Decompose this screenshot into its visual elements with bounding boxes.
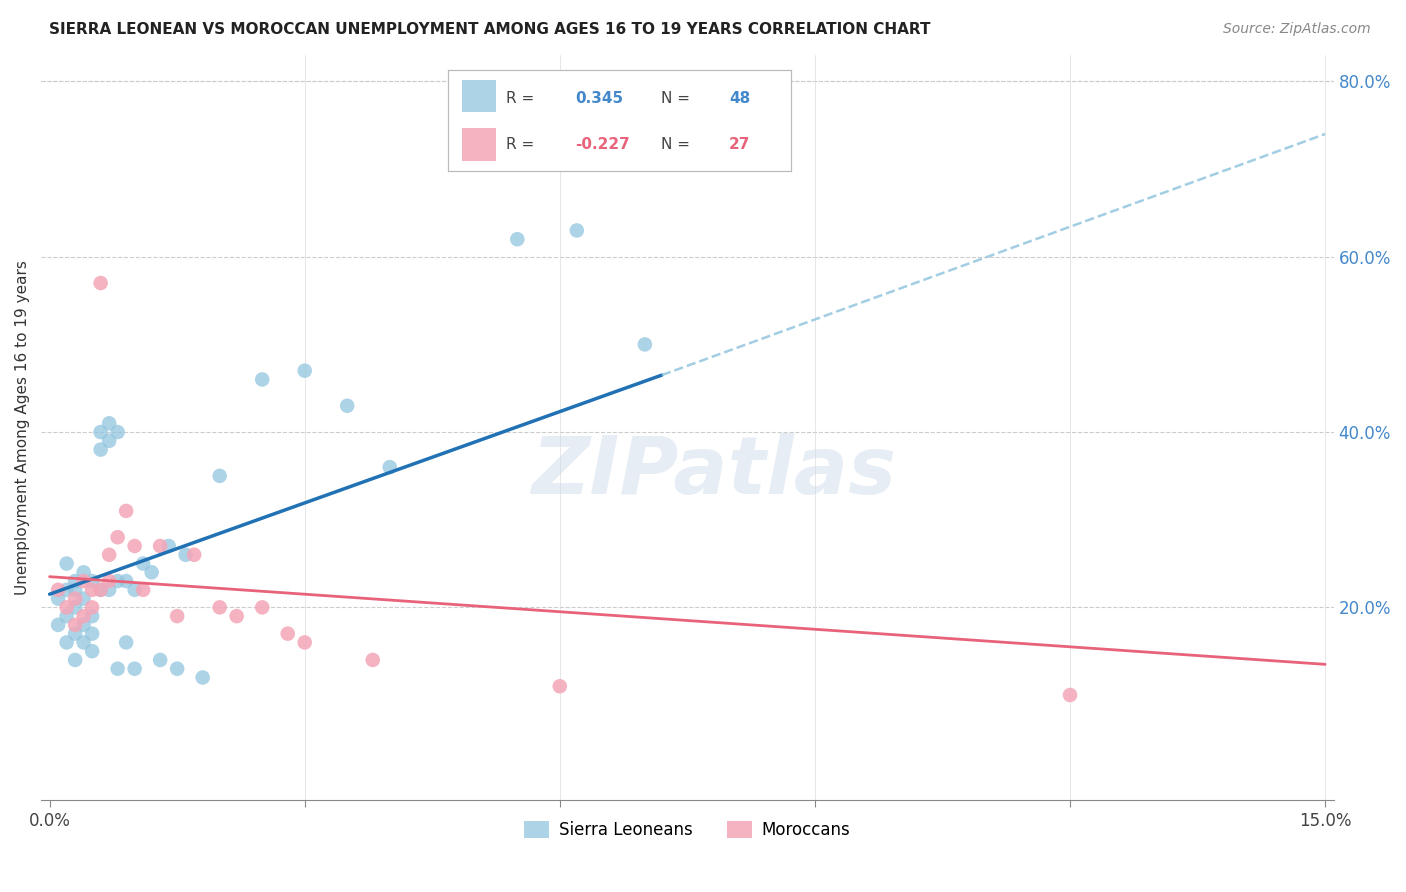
Point: [55, 600, 77, 615]
Point: [225, 609, 247, 624]
Text: Source: ZipAtlas.com: Source: ZipAtlas.com: [1223, 22, 1371, 37]
Point: [63, 653, 86, 667]
Point: [336, 399, 359, 413]
Point: [82, 609, 104, 624]
Point: [72, 566, 94, 580]
Point: [107, 425, 129, 439]
Point: [1059, 688, 1081, 702]
Point: [277, 626, 299, 640]
Y-axis label: Unemployment Among Ages 16 to 19 years: Unemployment Among Ages 16 to 19 years: [15, 260, 30, 595]
Point: [55, 557, 77, 571]
Point: [107, 530, 129, 544]
Point: [157, 539, 180, 553]
Point: [132, 557, 155, 571]
Point: [124, 539, 146, 553]
Point: [149, 539, 172, 553]
Point: [72, 618, 94, 632]
Point: [174, 548, 197, 562]
Point: [72, 609, 94, 624]
Point: [447, 145, 470, 159]
Point: [63, 591, 86, 606]
Point: [82, 644, 104, 658]
Point: [149, 653, 172, 667]
Point: [82, 626, 104, 640]
Point: [63, 574, 86, 588]
Point: [294, 364, 316, 378]
Point: [294, 635, 316, 649]
Point: [90, 276, 112, 290]
Point: [63, 582, 86, 597]
Point: [63, 618, 86, 632]
Point: [141, 566, 163, 580]
Point: [208, 468, 231, 483]
Point: [166, 609, 188, 624]
Point: [378, 460, 401, 475]
Point: [634, 337, 657, 351]
Point: [250, 600, 273, 615]
Point: [72, 635, 94, 649]
Point: [191, 671, 214, 685]
Point: [107, 662, 129, 676]
Text: SIERRA LEONEAN VS MOROCCAN UNEMPLOYMENT AMONG AGES 16 TO 19 YEARS CORRELATION CH: SIERRA LEONEAN VS MOROCCAN UNEMPLOYMENT …: [49, 22, 931, 37]
Point: [98, 417, 121, 431]
Point: [98, 548, 121, 562]
Point: [90, 425, 112, 439]
Point: [46, 591, 69, 606]
Point: [82, 600, 104, 615]
Point: [90, 582, 112, 597]
Point: [82, 574, 104, 588]
Point: [46, 582, 69, 597]
Point: [548, 679, 571, 693]
Point: [55, 635, 77, 649]
Point: [55, 609, 77, 624]
Point: [98, 434, 121, 448]
Legend: Sierra Leoneans, Moroccans: Sierra Leoneans, Moroccans: [517, 814, 858, 846]
Point: [208, 600, 231, 615]
Point: [250, 372, 273, 386]
Point: [183, 548, 205, 562]
Point: [55, 582, 77, 597]
Text: ZIPatlas: ZIPatlas: [530, 434, 896, 511]
Point: [361, 653, 384, 667]
Point: [72, 591, 94, 606]
Point: [98, 574, 121, 588]
Point: [124, 662, 146, 676]
Point: [115, 574, 138, 588]
Point: [107, 574, 129, 588]
Point: [90, 442, 112, 457]
Point: [98, 582, 121, 597]
Point: [90, 582, 112, 597]
Point: [132, 582, 155, 597]
Point: [63, 600, 86, 615]
Point: [72, 574, 94, 588]
Point: [124, 582, 146, 597]
Point: [63, 626, 86, 640]
Point: [46, 618, 69, 632]
Point: [115, 635, 138, 649]
Point: [506, 232, 529, 246]
Point: [82, 582, 104, 597]
Point: [115, 504, 138, 518]
Point: [565, 223, 588, 237]
Point: [166, 662, 188, 676]
